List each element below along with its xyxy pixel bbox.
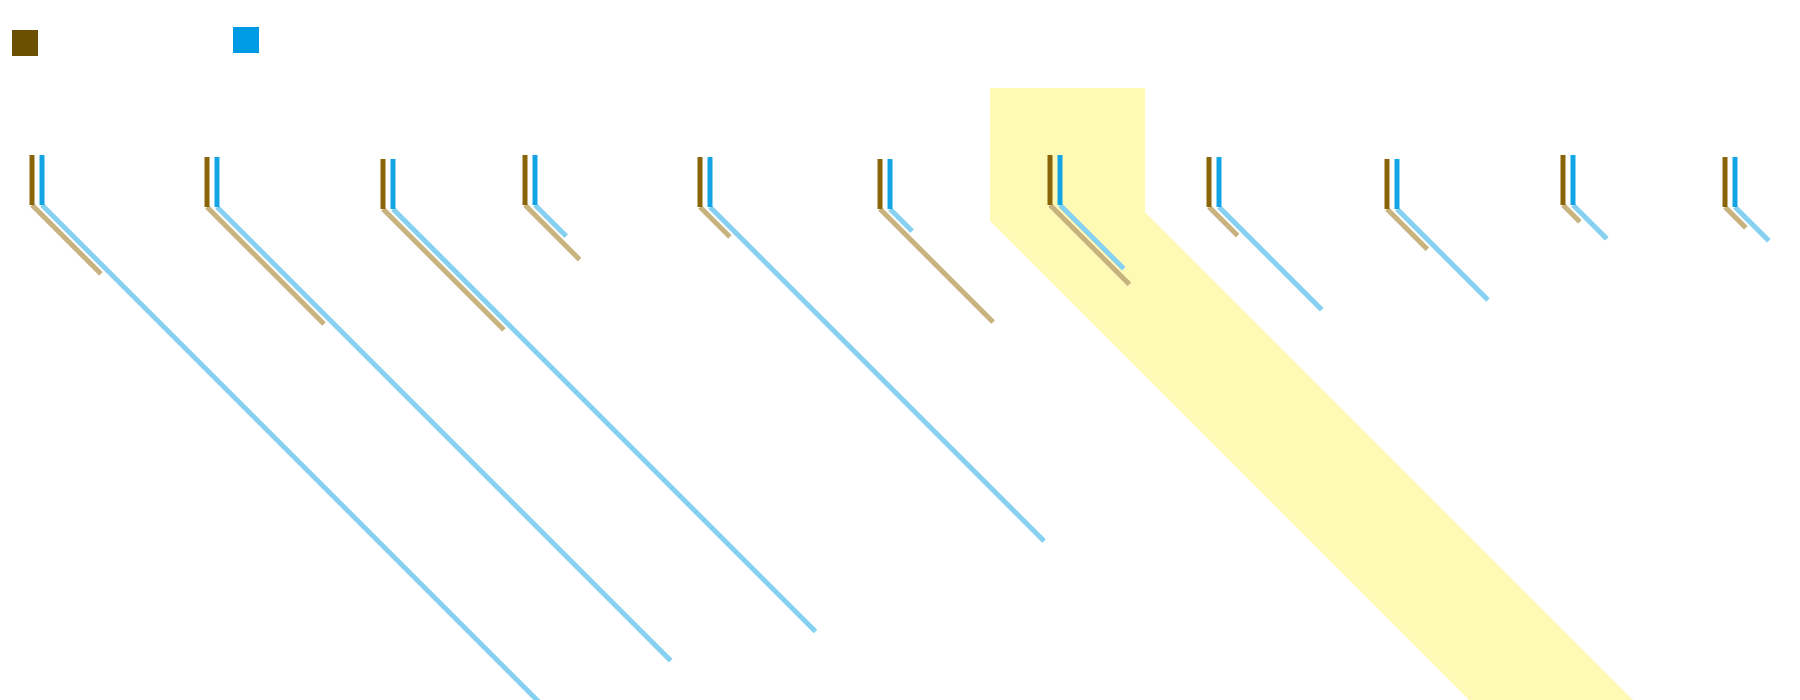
tail-line-series-b: [40, 203, 541, 700]
tail-line-series-b: [708, 205, 1046, 543]
bar-series-a: [522, 155, 528, 205]
tail-line-series-a: [30, 203, 103, 276]
bar-series-a: [1722, 157, 1728, 207]
tail-line-series-b: [215, 205, 673, 663]
tail-line-series-b: [1571, 203, 1609, 241]
bar-series-b: [532, 155, 538, 205]
legend-swatch-series-b: [233, 27, 259, 53]
bar-series-b: [707, 157, 713, 207]
bar-series-a: [204, 157, 210, 207]
chart-marks: [29, 155, 1771, 700]
tail-line-series-b: [533, 203, 568, 238]
bar-series-a: [380, 159, 386, 209]
bar-series-b: [214, 157, 220, 207]
bar-series-b: [1057, 155, 1063, 205]
bar-series-a: [877, 159, 883, 209]
highlight-band: [990, 88, 1633, 700]
tail-line-series-a: [1561, 203, 1582, 224]
bar-series-b: [1732, 157, 1738, 207]
bar-series-a: [1206, 157, 1212, 207]
legend-swatch-series-a: [12, 30, 38, 56]
bar-series-a: [1384, 159, 1390, 209]
tail-line-series-b: [1395, 207, 1490, 302]
tail-line-series-b: [1058, 203, 1126, 271]
bar-series-b: [1394, 159, 1400, 209]
bar-series-b: [887, 159, 893, 209]
bar-series-b: [390, 159, 396, 209]
bar-series-b: [39, 155, 45, 205]
tail-line-series-b: [1217, 205, 1324, 312]
bar-series-b: [1216, 157, 1222, 207]
tail-line-series-a: [1207, 205, 1240, 238]
tail-line-series-a: [698, 205, 732, 239]
tail-line-series-a: [205, 205, 326, 326]
tail-line-series-b: [1733, 205, 1771, 243]
bar-series-a: [1560, 155, 1566, 205]
tail-line-series-b: [391, 207, 818, 634]
tail-line-series-a: [523, 203, 582, 262]
bar-series-a: [1047, 155, 1053, 205]
highlight-band-shape: [990, 88, 1633, 700]
tail-line-series-a: [1385, 207, 1430, 252]
tail-line-series-a: [1048, 203, 1132, 287]
tail-line-series-b: [888, 207, 914, 233]
bar-series-a: [697, 157, 703, 207]
bar-series-a: [29, 155, 35, 205]
legend: [12, 27, 259, 56]
tail-line-series-a: [381, 207, 506, 332]
tail-line-series-a: [878, 207, 995, 324]
bar-series-b: [1570, 155, 1576, 205]
tail-line-series-a: [1723, 205, 1748, 230]
